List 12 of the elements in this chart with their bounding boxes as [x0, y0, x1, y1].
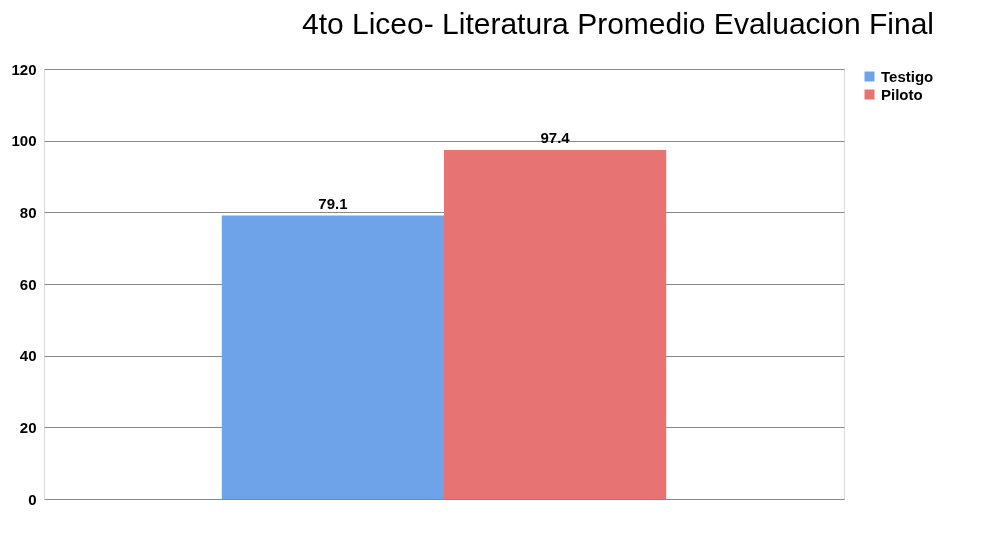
y-tick-label: 20 — [19, 418, 37, 436]
data-label: 79.1 — [318, 194, 348, 212]
chart-title: 4to Liceo- Literatura Promedio Evaluacion Final — [301, 7, 934, 40]
legend-label: Testigo — [881, 67, 934, 85]
legend-label: Piloto — [881, 85, 923, 103]
data-label: 97.4 — [540, 128, 571, 146]
y-tick-label: 120 — [11, 60, 37, 78]
y-tick-label: 60 — [19, 275, 37, 293]
y-tick-label: 40 — [19, 347, 37, 365]
y-tick-label: 0 — [28, 490, 37, 508]
y-tick-label: 100 — [11, 132, 37, 150]
y-tick-label: 80 — [19, 203, 37, 221]
